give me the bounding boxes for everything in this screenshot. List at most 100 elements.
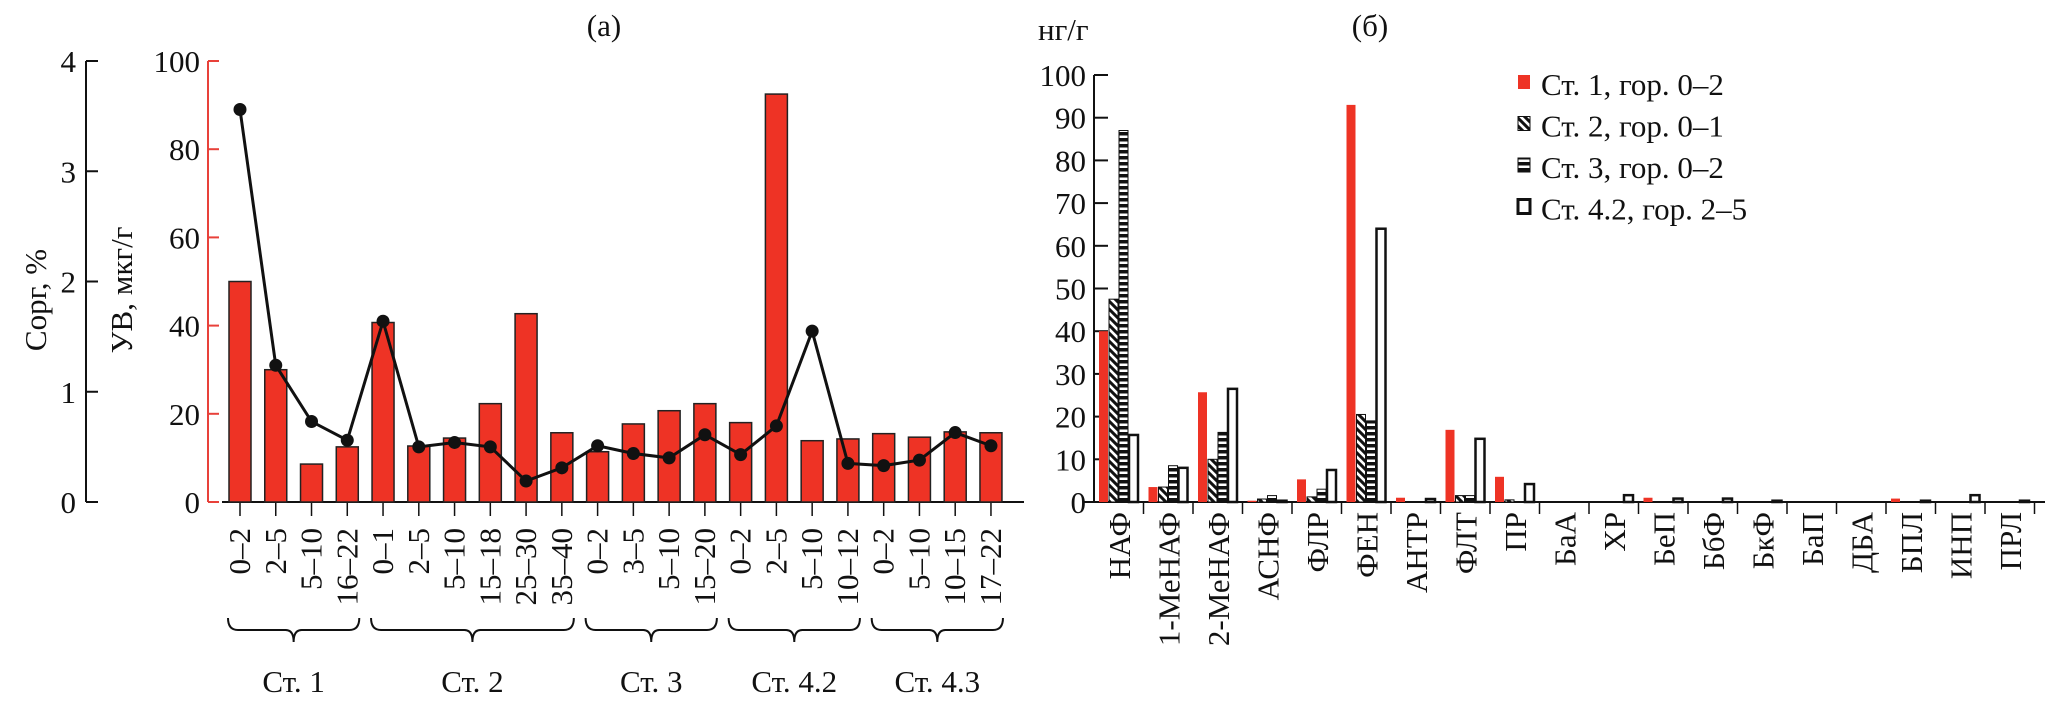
- corg-point: [340, 433, 354, 447]
- x-category-label: 1-МеНАФ: [1151, 512, 1186, 646]
- x-category-label: 0–2: [866, 528, 901, 575]
- bar-solid-red: [1643, 497, 1653, 502]
- x-category-label: ХР: [1597, 512, 1632, 552]
- bar-solid-red: [1346, 104, 1356, 502]
- uv-bar: [979, 432, 1003, 503]
- x-category-label: ПР: [1498, 512, 1533, 552]
- bar-diagonal-hatch: [1306, 496, 1317, 503]
- corg-axis-tick-label: 3: [61, 154, 77, 189]
- bar-open: [1672, 497, 1684, 504]
- bar-solid-red: [1445, 429, 1455, 502]
- bar-diagonal-hatch: [1356, 413, 1366, 503]
- x-category-label: 5–10: [794, 528, 829, 590]
- group-brace: [870, 617, 1004, 643]
- uv-bar: [228, 280, 252, 503]
- x-category-label: АСНФ: [1250, 512, 1285, 600]
- corg-point: [662, 451, 676, 465]
- bar-horizontal-stripes: [1267, 495, 1277, 503]
- group-label: Ст. 3: [620, 664, 682, 699]
- x-category-label: 17–22: [973, 528, 1008, 606]
- bar-solid-red: [1148, 487, 1158, 502]
- bar-horizontal-stripes: [1118, 130, 1129, 503]
- group-brace: [227, 617, 361, 643]
- x-category-label: 16–22: [329, 528, 364, 606]
- uv-bar: [621, 423, 646, 503]
- group-label: Ст. 4.3: [894, 664, 980, 699]
- bar-open: [1127, 433, 1140, 504]
- y-axis-tick-label: 40: [1055, 314, 1086, 349]
- corg-point: [877, 459, 891, 473]
- uv-bar: [299, 463, 324, 503]
- chart-a: (a) Cорг, % УВ, мкг/г 01234020406080100 …: [18, 8, 1024, 699]
- bar-diagonal-hatch: [1504, 499, 1515, 503]
- bar-solid-red: [1396, 497, 1405, 502]
- bar-diagonal-hatch: [1257, 498, 1267, 503]
- uv-axis-tick-label: 20: [169, 397, 200, 432]
- uv-bar: [693, 402, 717, 503]
- corg-point: [805, 324, 819, 338]
- corg-axis-tick-label: 1: [61, 375, 77, 410]
- corg-point: [912, 453, 926, 467]
- x-category-label: 10–12: [830, 528, 865, 606]
- bar-open: [1771, 499, 1783, 504]
- x-category-label: 2–5: [758, 528, 793, 575]
- uv-bar: [800, 439, 824, 503]
- bar-solid-red: [1198, 392, 1207, 502]
- y-axis-tick-label: 10: [1055, 442, 1086, 477]
- y-axis-tick-label: 0: [1071, 485, 1087, 520]
- y-axis-tick-label: 90: [1055, 101, 1086, 136]
- x-category-label: ФЛР: [1300, 512, 1335, 572]
- chart-b: (б) нг/г 0 10 20 30 40 50 60 70 80 90 100 НАФ 1-МеН…: [1038, 8, 2045, 646]
- uv-axis-tick-label: 40: [169, 309, 200, 344]
- x-category-label: 2–5: [401, 528, 436, 575]
- bar-open: [1721, 497, 1734, 504]
- chart-b-axes: 0 10 20 30 40 50 60 70 80 90 100: [1040, 58, 2045, 520]
- bar-solid-red: [1297, 479, 1306, 502]
- group-label: Ст. 4.2: [751, 664, 837, 699]
- uv-bar: [514, 312, 538, 503]
- bar-open: [1276, 499, 1288, 504]
- corg-point: [519, 474, 533, 488]
- uv-bar: [764, 93, 789, 503]
- corg-point: [841, 456, 855, 470]
- corg-point: [591, 439, 605, 453]
- group-label: Ст. 2: [441, 664, 503, 699]
- corg-point: [984, 439, 998, 453]
- y-axis-tick-label: 60: [1055, 229, 1086, 264]
- chart-b-title: (б): [1352, 8, 1388, 43]
- x-category-label: 2–5: [258, 528, 293, 575]
- bar-open: [1474, 437, 1486, 504]
- corg-point: [483, 440, 497, 454]
- corg-point: [948, 426, 962, 440]
- corg-point: [734, 448, 748, 462]
- x-category-label: НАФ: [1102, 512, 1137, 579]
- uv-bar: [585, 450, 610, 503]
- uv-bar: [264, 368, 288, 503]
- corg-point: [698, 428, 712, 442]
- bar-open: [1523, 482, 1536, 504]
- group-brace: [584, 617, 718, 643]
- bar-open: [1325, 468, 1338, 504]
- y-axis-tick-label: 30: [1055, 357, 1086, 392]
- chart-a-line: [233, 103, 998, 488]
- corg-axis-tick-label: 2: [61, 265, 77, 300]
- bar-diagonal-hatch: [1455, 495, 1465, 503]
- group-brace: [370, 617, 575, 643]
- y-axis-tick-label: 70: [1055, 186, 1086, 221]
- x-category-label: ФЛТ: [1448, 512, 1483, 574]
- legend-swatch-open: [1516, 198, 1532, 215]
- chart-a-ylabel: УВ, мкг/г: [104, 227, 139, 354]
- y-axis-tick-label: 20: [1055, 400, 1086, 435]
- bar-solid-red: [1247, 500, 1257, 502]
- x-category-label: 25–30: [508, 528, 543, 606]
- x-category-label: 2-МеНАФ: [1201, 512, 1236, 646]
- legend-swatch-horizontal-stripes: [1517, 157, 1531, 173]
- x-category-label: 0–1: [365, 528, 400, 575]
- bar-diagonal-hatch: [1108, 298, 1119, 503]
- bar-open: [1424, 497, 1437, 504]
- x-category-label: БаА: [1547, 511, 1582, 566]
- corg-point: [233, 103, 247, 117]
- bar-open: [2018, 499, 2031, 504]
- bar-solid-red: [1099, 331, 1108, 502]
